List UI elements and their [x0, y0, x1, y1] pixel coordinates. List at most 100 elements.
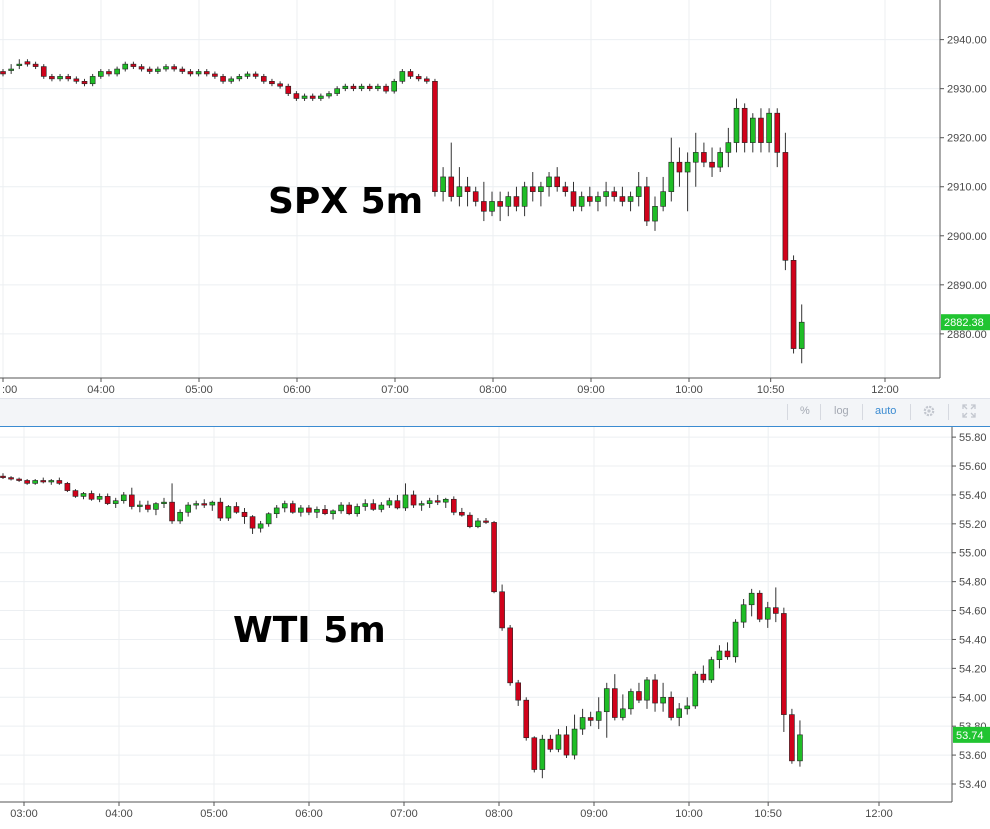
price-tick-label: 55.40 — [959, 490, 987, 502]
candle — [660, 176, 666, 212]
candle-body — [306, 507, 312, 513]
candle — [350, 83, 357, 92]
candles — [0, 473, 803, 779]
candle-body — [402, 494, 409, 509]
candle-body — [628, 691, 634, 710]
candle-body — [539, 738, 546, 770]
candle-body — [790, 260, 797, 349]
auto-scale-button[interactable]: auto — [875, 405, 897, 417]
expand-icon[interactable] — [962, 404, 978, 420]
candle-body — [309, 95, 316, 99]
time-tick-label: 09:00 — [577, 384, 605, 396]
candle-body — [716, 650, 723, 660]
candle — [252, 71, 259, 79]
candle-body — [529, 186, 536, 192]
candle-body — [112, 500, 119, 504]
time-tick-label: :00 — [2, 384, 17, 396]
toolbar-divider — [948, 404, 949, 420]
candle — [423, 76, 430, 84]
candle-body — [426, 500, 433, 504]
time-tick-label: 10:00 — [675, 384, 703, 396]
candle — [620, 694, 626, 721]
candle — [233, 502, 240, 514]
candle — [0, 69, 6, 77]
candle — [269, 78, 275, 87]
candle — [49, 73, 55, 82]
candle — [521, 181, 528, 217]
candle-body — [0, 475, 6, 478]
candle — [106, 69, 112, 77]
candle — [309, 93, 316, 101]
candle — [57, 73, 63, 82]
candle-body — [220, 76, 226, 82]
candle — [334, 86, 340, 97]
candle — [740, 598, 747, 628]
candle-body — [472, 191, 479, 202]
candle — [708, 656, 715, 683]
candle-body — [781, 613, 787, 715]
candle — [701, 142, 707, 168]
candle-body — [547, 738, 554, 750]
spx-chart[interactable]: 2880.00 2890.00 2900.00 2910.00 2920.00 2930.… — [0, 0, 990, 398]
candle-body — [16, 63, 23, 66]
candle — [741, 103, 748, 153]
candle — [627, 191, 634, 212]
candle — [668, 137, 675, 202]
percent-scale-button[interactable]: % — [800, 405, 810, 417]
candle — [0, 473, 6, 480]
candle — [89, 73, 96, 87]
candle-body — [285, 85, 292, 94]
candle-body — [531, 737, 538, 770]
candle — [684, 697, 691, 715]
candle — [764, 601, 771, 628]
candle-body — [415, 76, 422, 80]
toolbar-divider — [787, 404, 788, 420]
candle-body — [464, 186, 471, 192]
gear-icon[interactable] — [922, 404, 938, 420]
candle-body — [442, 498, 449, 503]
candle-body — [185, 504, 191, 513]
candle — [153, 502, 159, 516]
price-tick-label: 55.20 — [959, 519, 987, 531]
candle-body — [217, 501, 224, 519]
candle — [217, 497, 224, 521]
candle-body — [163, 66, 169, 70]
candle-body — [513, 196, 520, 207]
chart-title: WTI 5m — [233, 610, 386, 651]
candle-body — [644, 186, 650, 222]
time-tick-label: 06:00 — [283, 384, 311, 396]
candle-body — [301, 95, 308, 99]
candle — [241, 507, 248, 524]
candle — [362, 499, 369, 511]
spx-chart-pane[interactable]: 2880.00 2890.00 2900.00 2910.00 2920.00 2930.… — [0, 0, 990, 398]
candle-body — [660, 191, 666, 207]
candle — [440, 167, 446, 202]
candles — [0, 59, 805, 364]
candle — [724, 642, 731, 660]
candle-body — [772, 607, 779, 614]
candle-body — [201, 503, 208, 506]
candle — [40, 64, 47, 79]
candle-body — [225, 506, 232, 519]
price-tick-label: 2910.00 — [947, 182, 987, 194]
candle-body — [0, 71, 6, 75]
candle-body — [563, 734, 570, 756]
wti-chart-pane[interactable]: 53.4053.6053.8054.0054.2054.4054.6054.80… — [0, 427, 990, 829]
candle — [571, 714, 578, 760]
candle-body — [383, 85, 389, 92]
candle-body — [732, 621, 739, 658]
log-scale-button[interactable]: log — [834, 405, 849, 417]
candle — [104, 493, 111, 506]
candle — [570, 181, 577, 212]
candle-body — [330, 510, 336, 515]
wti-chart[interactable]: 53.4053.6053.8054.0054.2054.4054.6054.80… — [0, 427, 990, 829]
candle — [203, 69, 210, 77]
candle-body — [475, 520, 481, 528]
time-tick-label: 10:00 — [675, 808, 703, 820]
candle-body — [684, 705, 691, 710]
candle-body — [774, 112, 781, 153]
candle-body — [386, 500, 393, 506]
candle-body — [627, 196, 634, 202]
candle-body — [749, 117, 756, 143]
candle-body — [724, 650, 731, 658]
